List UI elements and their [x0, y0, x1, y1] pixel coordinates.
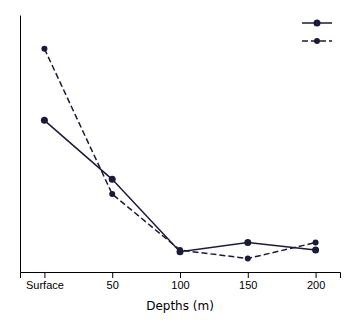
x-tick-mark: [316, 272, 317, 278]
legend: [302, 20, 332, 45]
legend-item: [302, 20, 332, 27]
x-tick: 150: [239, 272, 257, 291]
x-tick-label: 150: [239, 279, 257, 291]
x-tick-mark: [44, 272, 45, 278]
x-tick-mark: [180, 272, 181, 278]
x-axis-title: Depths (m): [146, 299, 214, 313]
series-point: [41, 117, 48, 124]
x-tick-label: 50: [107, 279, 119, 291]
series-point: [109, 191, 115, 197]
x-tick-mark: [112, 272, 113, 278]
marks: [41, 46, 319, 262]
x-tick-label: 100: [171, 279, 189, 291]
legend-marker: [314, 20, 321, 27]
x-tick: Surface: [26, 272, 64, 291]
series-point: [245, 256, 251, 262]
series-line: [44, 49, 315, 259]
y-axis: [20, 16, 21, 273]
legend-marker: [314, 38, 320, 44]
x-axis-line: [21, 273, 341, 279]
chart: Surface 50 100 150 200 Depths (m): [0, 0, 355, 320]
x-tick-label: 200: [307, 279, 325, 291]
legend-item: [302, 38, 332, 44]
series-point: [109, 176, 116, 183]
series-point: [177, 247, 183, 253]
x-tick: 100: [171, 272, 189, 291]
series-line: [44, 120, 315, 251]
series-point: [41, 46, 47, 52]
plot: Surface 50 100 150 200: [21, 16, 341, 291]
x-axis: Surface 50 100 150 200: [21, 272, 341, 291]
series-point: [244, 239, 251, 246]
x-tick: 50: [107, 272, 119, 291]
series-point: [312, 247, 319, 254]
x-tick-label: Surface: [26, 279, 64, 291]
y-axis-line: [20, 16, 21, 273]
series-point: [313, 240, 319, 246]
x-tick: 200: [307, 272, 325, 291]
x-tick-mark: [248, 272, 249, 278]
